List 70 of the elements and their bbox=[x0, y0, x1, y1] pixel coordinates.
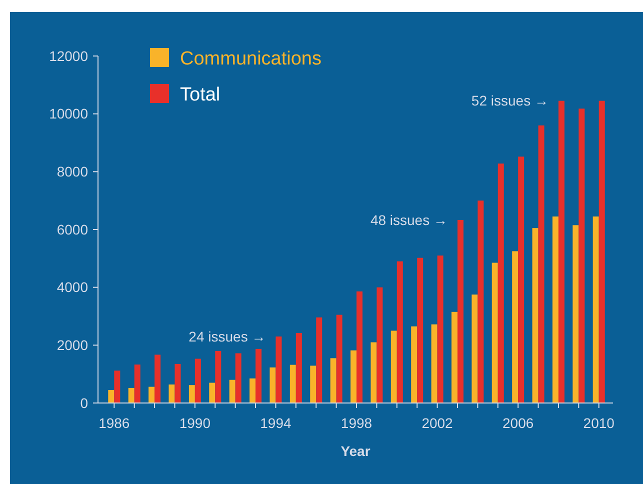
bar bbox=[532, 228, 538, 403]
bar bbox=[390, 330, 397, 403]
bar bbox=[592, 216, 599, 403]
bar bbox=[498, 164, 504, 403]
bar bbox=[215, 350, 222, 403]
bar bbox=[376, 287, 383, 403]
bar bbox=[370, 342, 377, 403]
y-tick-label: 6000 bbox=[56, 221, 88, 238]
bar bbox=[114, 370, 120, 403]
x-tick-label: 2002 bbox=[422, 415, 454, 431]
bar bbox=[572, 225, 579, 403]
bar bbox=[457, 220, 464, 403]
y-tick-label: 0 bbox=[80, 394, 88, 411]
bar bbox=[108, 390, 114, 403]
x-tick-label: 2006 bbox=[502, 415, 534, 431]
annotation: 52 issues → bbox=[471, 92, 548, 109]
bar bbox=[276, 336, 282, 403]
x-tick-label: 1990 bbox=[179, 415, 211, 431]
bar bbox=[396, 261, 403, 403]
bar bbox=[194, 358, 201, 403]
bar bbox=[518, 156, 524, 403]
bar bbox=[417, 258, 424, 403]
bar bbox=[512, 251, 518, 403]
bar bbox=[256, 348, 262, 403]
bar bbox=[437, 256, 444, 403]
bar bbox=[174, 364, 181, 403]
bar bbox=[134, 364, 140, 403]
bar bbox=[411, 326, 418, 403]
bar bbox=[229, 380, 236, 403]
bar bbox=[168, 384, 175, 403]
bar bbox=[316, 317, 322, 403]
y-tick-label: 4000 bbox=[56, 279, 88, 296]
bar bbox=[330, 358, 336, 403]
bar bbox=[296, 333, 302, 403]
x-tick-label: 2010 bbox=[583, 415, 615, 431]
bar bbox=[578, 108, 585, 403]
y-tick-label: 12000 bbox=[49, 48, 88, 64]
bar bbox=[431, 324, 438, 403]
bar bbox=[148, 386, 155, 403]
bar bbox=[188, 385, 195, 403]
y-tick-label: 2000 bbox=[56, 337, 88, 354]
bar bbox=[336, 314, 342, 403]
x-tick-label: 1994 bbox=[260, 415, 292, 431]
bar bbox=[290, 364, 296, 403]
bar bbox=[598, 100, 605, 403]
bar bbox=[154, 354, 161, 403]
bar bbox=[552, 216, 558, 403]
legend-label: Communications bbox=[180, 48, 322, 70]
bar bbox=[472, 294, 478, 403]
bar bbox=[235, 353, 242, 403]
bar bbox=[270, 367, 276, 403]
legend-label: Total bbox=[180, 84, 220, 106]
annotation: 48 issues → bbox=[370, 212, 448, 228]
x-tick-label: 1998 bbox=[340, 415, 372, 431]
bar bbox=[350, 350, 357, 403]
bar bbox=[492, 262, 498, 403]
bar bbox=[558, 100, 564, 403]
bar bbox=[209, 382, 216, 403]
bar bbox=[451, 312, 458, 403]
bar bbox=[310, 366, 316, 403]
x-axis-title: Year bbox=[340, 443, 371, 459]
annotation: 24 issues → bbox=[188, 328, 266, 344]
bar bbox=[128, 388, 134, 403]
bar bbox=[478, 200, 484, 403]
x-tick-label: 1986 bbox=[98, 415, 130, 431]
bar bbox=[356, 291, 363, 403]
bar bbox=[538, 125, 544, 403]
bar bbox=[250, 378, 256, 403]
y-tick-label: 10000 bbox=[49, 106, 88, 122]
y-tick-label: 8000 bbox=[56, 164, 88, 180]
